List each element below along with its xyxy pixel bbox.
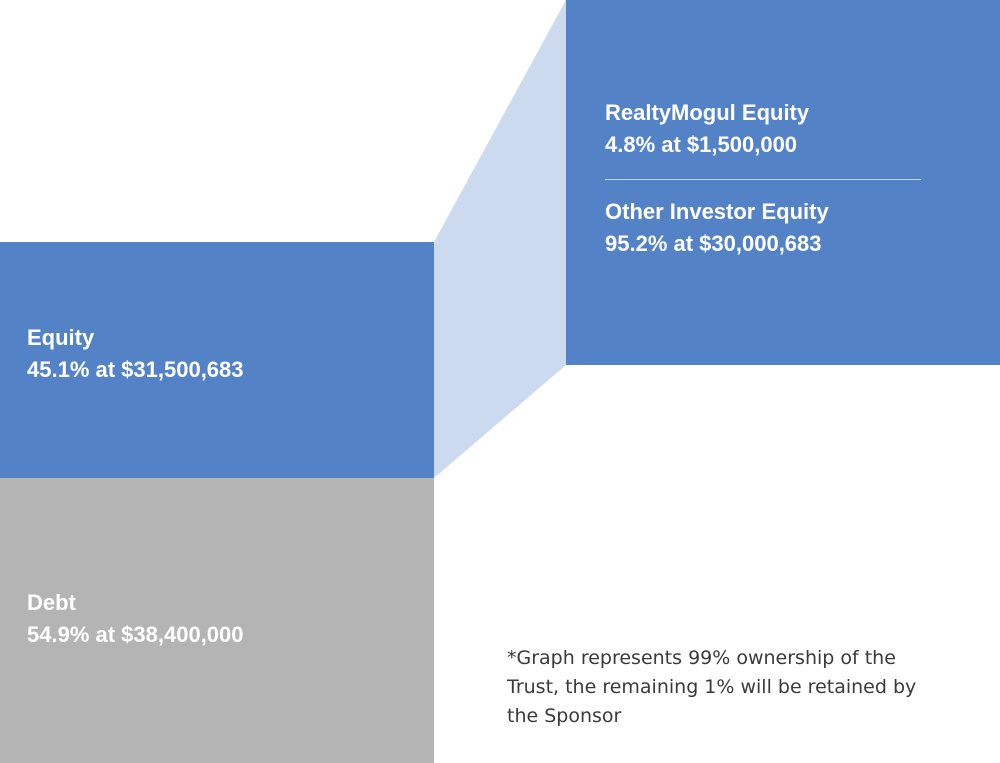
other-investor-equity-name: Other Investor Equity <box>605 199 829 224</box>
realtymogul-equity-value: 4.8% at $1,500,000 <box>605 132 798 157</box>
footnote: *Graph represents 99% ownership of the T… <box>507 647 917 727</box>
debt-bar-segment <box>0 478 434 763</box>
debt-value: 54.9% at $38,400,000 <box>27 622 244 647</box>
breakdown-divider <box>605 179 921 180</box>
connector-wedge <box>434 0 566 478</box>
equity-bar-segment <box>0 242 434 478</box>
other-investor-equity-value: 95.2% at $30,000,683 <box>605 231 822 256</box>
equity-value: 45.1% at $31,500,683 <box>27 357 244 382</box>
equity-name: Equity <box>27 325 95 350</box>
realtymogul-equity-name: RealtyMogul Equity <box>605 100 810 125</box>
debt-name: Debt <box>27 590 76 615</box>
equity-breakdown-bar <box>566 0 1000 365</box>
debt-label: Debt 54.9% at $38,400,000 <box>27 587 244 651</box>
realtymogul-equity-label: RealtyMogul Equity 4.8% at $1,500,000 <box>605 97 809 161</box>
other-investor-equity-label: Other Investor Equity 95.2% at $30,000,6… <box>605 196 829 260</box>
equity-label: Equity 45.1% at $31,500,683 <box>27 322 244 386</box>
